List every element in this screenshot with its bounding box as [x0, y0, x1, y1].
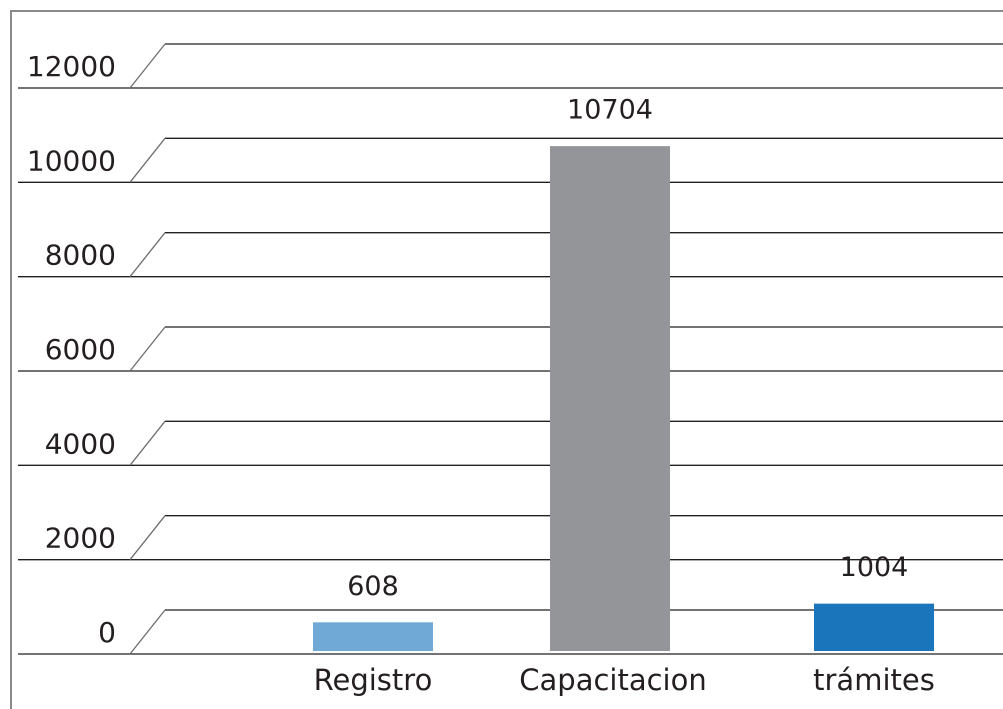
bar [550, 146, 670, 652]
grid-diagonal [129, 515, 166, 561]
y-tick-label: 0 [98, 616, 116, 649]
y-tick-label: 8000 [45, 239, 116, 272]
grid-diagonal [129, 326, 166, 372]
value-label: 10704 [567, 95, 653, 126]
y-tick-label: 10000 [27, 144, 116, 177]
bar [814, 603, 934, 651]
x-tick-label: Registro [314, 663, 433, 697]
grid-diagonal [129, 420, 166, 466]
x-tick-label: trámites [813, 663, 935, 697]
x-tick-label: Capacitacion [519, 663, 706, 697]
y-tick-label: 4000 [45, 427, 116, 460]
value-label: 608 [347, 571, 399, 602]
y-tick-label: 12000 [27, 50, 116, 83]
frame [10, 10, 1003, 709]
grid-diagonal [129, 43, 166, 89]
grid-diagonal [129, 609, 166, 655]
value-label: 1004 [840, 552, 909, 583]
y-tick-label: 2000 [45, 522, 116, 555]
y-tick-label: 6000 [45, 333, 116, 366]
grid-diagonal [129, 232, 166, 278]
grid-diagonal [129, 137, 166, 183]
bar [313, 622, 433, 651]
